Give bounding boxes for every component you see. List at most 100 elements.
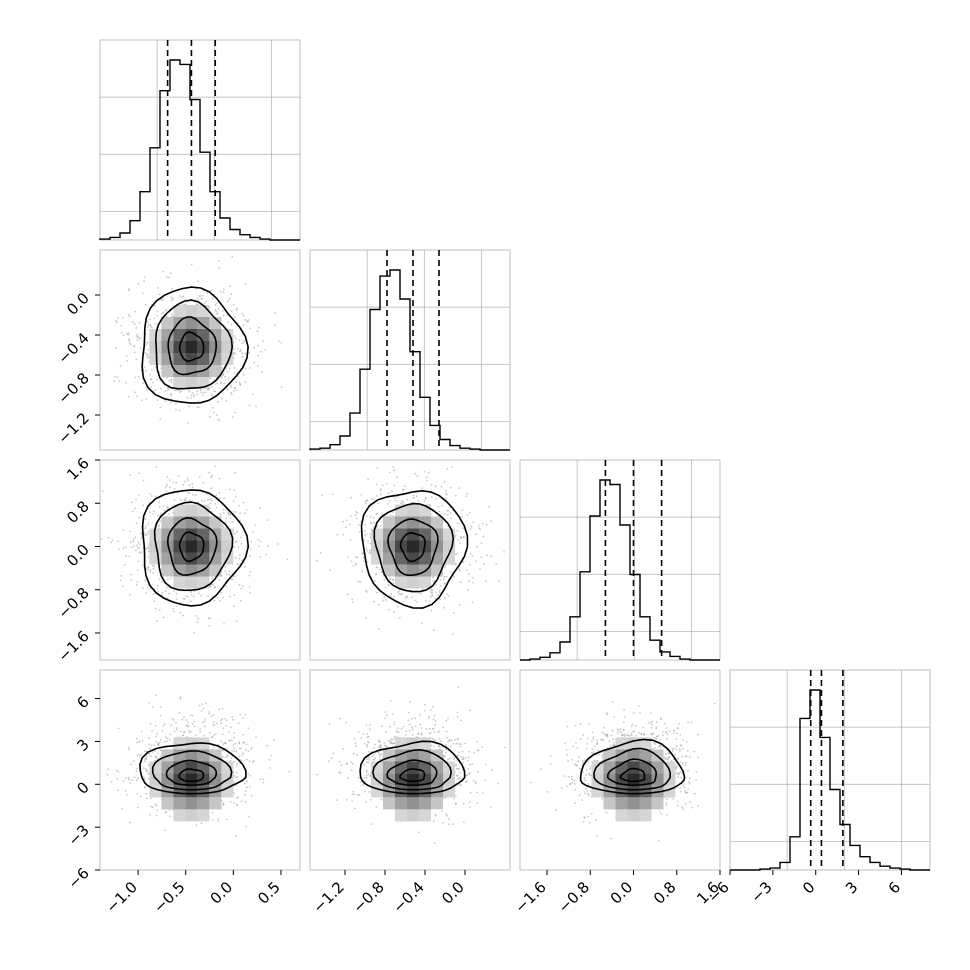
scatter-point	[449, 757, 451, 760]
scatter-point	[122, 334, 125, 337]
scatter-point	[119, 364, 122, 367]
scatter-point	[413, 496, 415, 499]
scatter-point	[438, 510, 441, 513]
scatter-point	[459, 542, 462, 545]
scatter-point	[214, 390, 217, 393]
scatter-point	[438, 737, 441, 740]
scatter-point	[445, 730, 448, 733]
scatter-point	[181, 718, 184, 721]
scatter-point	[449, 571, 452, 574]
scatter-point	[623, 716, 626, 718]
scatter-point	[145, 369, 147, 372]
scatter-point	[155, 735, 157, 738]
scatter-point	[219, 719, 222, 722]
scatter-point	[192, 494, 194, 496]
scatter-point	[461, 509, 464, 511]
scatter-point	[256, 365, 259, 367]
scatter-point	[400, 727, 403, 730]
scatter-point	[671, 748, 674, 750]
scatter-point	[166, 586, 168, 589]
scatter-point	[549, 763, 552, 765]
scatter-point	[243, 782, 246, 785]
scatter-point	[427, 471, 430, 474]
scatter-point	[216, 596, 219, 599]
scatter-point	[144, 532, 147, 535]
scatter-point	[122, 585, 124, 587]
scatter-point	[469, 806, 471, 809]
scatter-point	[152, 381, 155, 384]
scatter-point	[145, 398, 148, 400]
scatter-point	[567, 760, 569, 762]
scatter-point	[353, 793, 356, 796]
scatter-point	[210, 499, 213, 502]
scatter-point	[394, 497, 396, 500]
scatter-point	[235, 620, 238, 623]
scatter-point	[136, 336, 138, 339]
scatter-point	[376, 467, 379, 469]
scatter-point	[387, 492, 390, 494]
scatter-point	[611, 700, 614, 703]
scatter-point	[450, 517, 452, 520]
scatter-point	[206, 493, 208, 495]
scatter-point	[236, 804, 238, 807]
scatter-point	[385, 746, 388, 748]
scatter-point	[247, 750, 250, 753]
scatter-point	[166, 376, 169, 379]
scatter-point	[368, 790, 371, 793]
scatter-point	[159, 520, 162, 523]
scatter-point	[466, 492, 468, 495]
scatter-point	[184, 497, 187, 499]
scatter-point	[480, 542, 483, 544]
scatter-point	[369, 515, 372, 518]
density-cell	[173, 737, 186, 750]
contour-lines	[360, 489, 469, 609]
scatter-point	[176, 605, 179, 607]
scatter-point	[432, 727, 434, 730]
scatter-point	[203, 720, 206, 723]
scatter-point	[149, 813, 152, 816]
scatter-point	[211, 297, 214, 300]
scatter-point	[204, 391, 207, 393]
scatter-point	[124, 555, 127, 557]
scatter-point	[175, 481, 178, 484]
scatter-point	[125, 381, 127, 384]
scatter-point	[161, 298, 164, 300]
scatter-point	[141, 564, 144, 567]
scatter-point	[164, 740, 166, 743]
scatter-point	[465, 757, 467, 759]
density-cell	[185, 797, 198, 810]
scatter-point	[123, 563, 126, 566]
density-cell	[395, 797, 407, 810]
scatter-point	[173, 589, 176, 592]
scatter-point	[581, 799, 584, 802]
scatter-point	[355, 510, 358, 513]
scatter-point	[445, 493, 448, 496]
scatter-point	[196, 406, 199, 408]
scatter-point	[170, 296, 173, 299]
scatter-point	[161, 312, 163, 315]
scatter-point	[447, 717, 449, 720]
scatter-point	[368, 549, 371, 552]
scatter-point	[693, 750, 696, 753]
scatter-point	[585, 787, 588, 790]
scatter-point	[250, 540, 253, 543]
scatter-point	[375, 513, 378, 516]
scatter-point	[444, 497, 447, 499]
scatter-point	[388, 608, 390, 611]
scatter-point	[141, 292, 144, 295]
scatter-point	[223, 288, 225, 291]
scatter-point	[431, 592, 433, 595]
scatter-point	[375, 573, 378, 576]
scatter-point	[404, 485, 406, 488]
scatter-point	[203, 500, 206, 502]
scatter-point	[446, 509, 449, 512]
scatter-point	[227, 511, 230, 514]
scatter-point	[224, 570, 227, 573]
scatter-point	[278, 340, 280, 343]
scatter-point	[158, 371, 161, 373]
scatter-point	[386, 714, 388, 717]
scatter-point	[160, 512, 162, 515]
scatter-point	[360, 494, 363, 496]
scatter-point	[141, 587, 144, 589]
scatter-point	[146, 566, 149, 569]
